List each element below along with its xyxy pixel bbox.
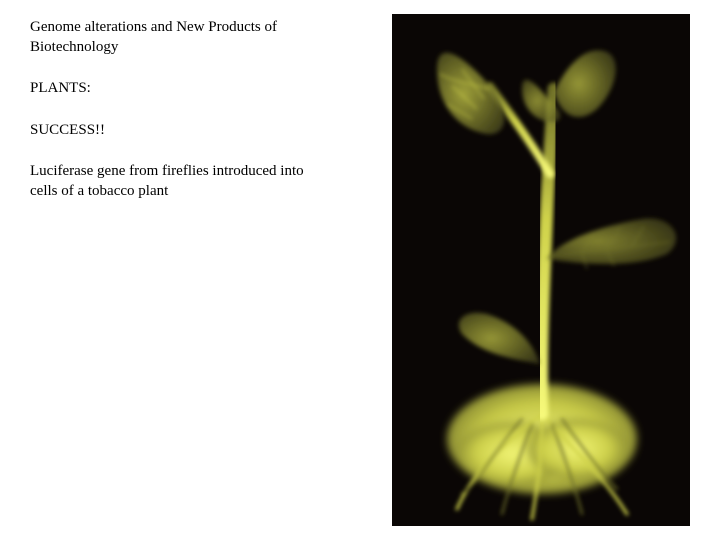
slide-title: Genome alterations and New Products of B… bbox=[30, 18, 385, 57]
plant-image bbox=[392, 14, 690, 526]
text-column: Genome alterations and New Products of B… bbox=[30, 18, 385, 223]
caption-line-1: Luciferase gene from fireflies introduce… bbox=[30, 163, 304, 179]
section-heading: PLANTS: bbox=[30, 79, 385, 99]
caption: Luciferase gene from fireflies introduce… bbox=[30, 162, 385, 201]
luminescent-plant-illustration bbox=[392, 14, 690, 526]
title-line-2: Biotechnology bbox=[30, 39, 118, 55]
title-line-1: Genome alterations and New Products of bbox=[30, 19, 277, 35]
caption-line-2: cells of a tobacco plant bbox=[30, 183, 168, 199]
status-text: SUCCESS!! bbox=[30, 121, 385, 141]
